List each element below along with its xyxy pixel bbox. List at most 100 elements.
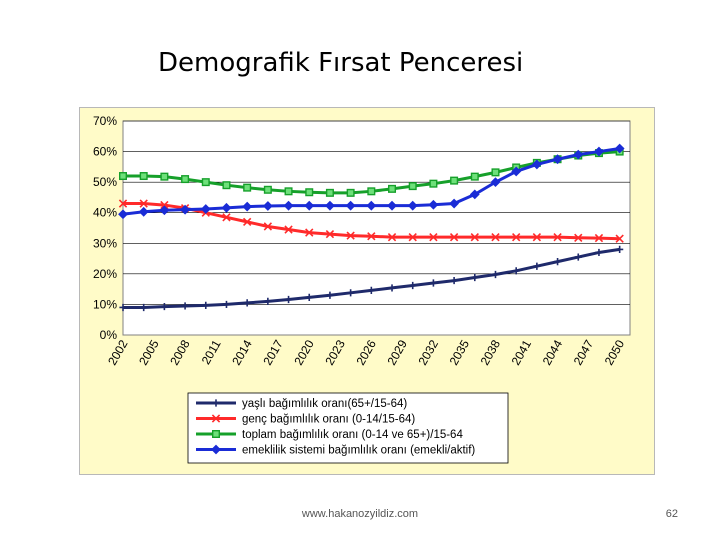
y-tick-label: 20% [93,267,117,281]
data-point [346,231,355,240]
legend-label: yaşlı bağımlılık oranı(65+/15-64) [242,398,407,410]
data-point [512,267,520,275]
data-point [284,225,293,234]
x-tick-label: 2023 [322,337,348,367]
data-point [305,293,313,301]
data-point [387,233,397,242]
x-tick-label: 2014 [229,337,255,367]
data-point [407,200,418,211]
data-point [243,299,251,307]
data-point [408,233,417,242]
data-point [325,229,335,239]
data-point [366,200,377,211]
data-point [140,303,148,312]
data-point [409,281,417,290]
data-point [573,149,584,160]
y-tick-label: 0% [100,328,118,342]
data-point [119,172,128,181]
data-point [160,200,169,210]
data-point [211,430,220,439]
x-tick-label: 2011 [199,337,224,367]
data-point [511,166,522,177]
data-point [118,209,128,220]
data-point [347,289,355,297]
data-point [326,291,334,299]
data-point [533,262,541,270]
data-point [574,253,582,261]
data-point [284,295,293,304]
data-point [263,185,272,194]
data-point [243,183,252,192]
x-tick-label: 2050 [602,337,628,367]
legend-label: emeklilik sistemi bağımlılık oranı (emek… [242,445,475,457]
page-number: 62 [665,508,678,520]
data-point [222,181,231,190]
data-point [531,159,542,170]
x-tick-label: 2047 [571,337,597,367]
data-point [325,188,334,197]
plot-area [122,120,631,336]
data-point [491,233,500,242]
data-point [512,233,521,242]
data-point [181,175,190,184]
data-point [139,199,148,208]
x-tick-label: 2020 [291,337,317,367]
data-point [449,198,460,209]
data-point [491,270,500,279]
y-tick-label: 60% [93,145,117,159]
data-point [160,172,169,181]
data-point [429,279,438,287]
data-point [221,202,232,213]
data-point [450,276,458,285]
data-point [367,187,376,196]
data-point [200,204,211,214]
data-point [283,200,294,211]
data-point [242,217,252,227]
data-point [346,188,355,197]
data-point [470,233,479,242]
data-point [139,172,148,181]
data-point [429,179,438,188]
legend-label: genç bağımlılık oranı (0-14/15-64) [242,414,415,426]
data-point [284,187,293,196]
data-point [138,206,149,217]
slide-title: Demografik Fırsat Penceresi [158,48,524,78]
data-point [212,399,220,407]
y-tick-label: 70% [93,114,117,128]
data-point [388,184,397,193]
data-point [387,200,397,211]
data-point [490,177,501,188]
data-point [263,222,273,231]
data-point [160,302,168,311]
chart-panel: 0% 10% 20% 30% 40% 50% 60% 70% 2002 2005 2008 2011 2… [79,107,655,475]
data-point [574,233,583,242]
line-chart: 0%10%20%30%40%50%60%70%2002 2005 2008 2011 2… [93,114,631,464]
data-point [388,284,396,292]
data-point [491,168,500,177]
data-point [305,188,314,197]
data-point [615,234,624,243]
data-point [119,303,127,312]
data-point [181,302,189,310]
y-tick-label: 30% [93,236,117,250]
data-point [552,154,563,165]
data-point [222,300,231,309]
y-tick-label: 50% [93,175,117,189]
data-point [469,189,480,200]
x-tick-label: 2008 [167,337,193,367]
x-tick-label: 2029 [384,337,410,367]
data-point [211,444,221,455]
data-point [408,182,417,191]
data-point [367,232,376,241]
y-tick-label: 40% [93,206,117,220]
footer-url: www.hakanozyildiz.com [301,508,419,520]
x-tick-label: 2026 [353,337,379,367]
data-point [595,248,603,257]
data-point [345,200,356,211]
y-tick-label: 10% [93,297,117,311]
data-point [449,233,459,242]
x-tick-label: 2038 [478,337,504,367]
data-point [614,143,625,154]
data-point [553,233,562,242]
data-point [616,245,624,253]
